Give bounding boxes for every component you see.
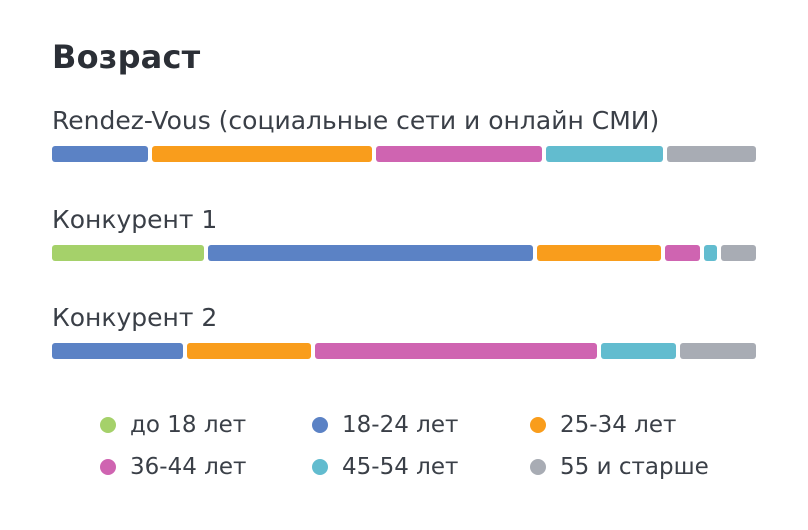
bar-segment-36-44-лет xyxy=(665,245,700,261)
bar-segment-25-34-лет xyxy=(186,343,311,359)
bar-segment-18-24-лет xyxy=(208,245,533,261)
legend-item-under-18: до 18 лет xyxy=(100,412,246,438)
bar-segment-55-и-старше xyxy=(666,146,756,162)
bar-segment-55-и-старше xyxy=(721,245,756,261)
bar-segment-25-34-лет xyxy=(152,146,373,162)
legend-swatch xyxy=(100,417,116,433)
chart-row-competitor-2: Конкурент 2 xyxy=(52,302,756,359)
bar-segment-45-54-лет xyxy=(703,245,718,261)
bar-segment-18-24-лет xyxy=(52,343,183,359)
legend-swatch xyxy=(530,417,546,433)
bar-segment-18-24-лет xyxy=(52,146,149,162)
bar-segment-55-и-старше xyxy=(680,343,756,359)
legend-label: 55 и старше xyxy=(560,454,709,480)
bar-segment-36-44-лет xyxy=(314,343,597,359)
legend-swatch xyxy=(530,459,546,475)
legend-swatch xyxy=(100,459,116,475)
bar-segment-36-44-лет xyxy=(376,146,542,162)
legend-label: 18-24 лет xyxy=(342,412,459,438)
chart-title: Возраст xyxy=(52,38,201,76)
stacked-bar xyxy=(52,146,756,162)
legend-item-25-34: 25-34 лет xyxy=(530,412,676,438)
bar-segment-25-34-лет xyxy=(536,245,662,261)
stacked-bar xyxy=(52,245,756,261)
legend-item-55-plus: 55 и старше xyxy=(530,454,709,480)
stacked-bar xyxy=(52,343,756,359)
chart-row-rendez-vous: Rendez-Vous (социальные сети и онлайн СМ… xyxy=(52,105,756,162)
row-label: Rendez-Vous (социальные сети и онлайн СМ… xyxy=(52,106,660,135)
legend-swatch xyxy=(312,459,328,475)
row-label: Конкурент 1 xyxy=(52,205,218,234)
legend-item-45-54: 45-54 лет xyxy=(312,454,458,480)
legend-label: 36-44 лет xyxy=(130,454,247,480)
bar-segment-45-54-лет xyxy=(600,343,677,359)
legend-label: до 18 лет xyxy=(130,412,247,438)
legend-label: 45-54 лет xyxy=(342,454,459,480)
legend-item-18-24: 18-24 лет xyxy=(312,412,458,438)
legend-swatch xyxy=(312,417,328,433)
bar-segment-45-54-лет xyxy=(545,146,663,162)
row-label: Конкурент 2 xyxy=(52,303,218,332)
legend-label: 25-34 лет xyxy=(560,412,677,438)
chart-row-competitor-1: Конкурент 1 xyxy=(52,204,756,261)
bar-segment-до-18-лет xyxy=(52,245,204,261)
legend-item-36-44: 36-44 лет xyxy=(100,454,246,480)
